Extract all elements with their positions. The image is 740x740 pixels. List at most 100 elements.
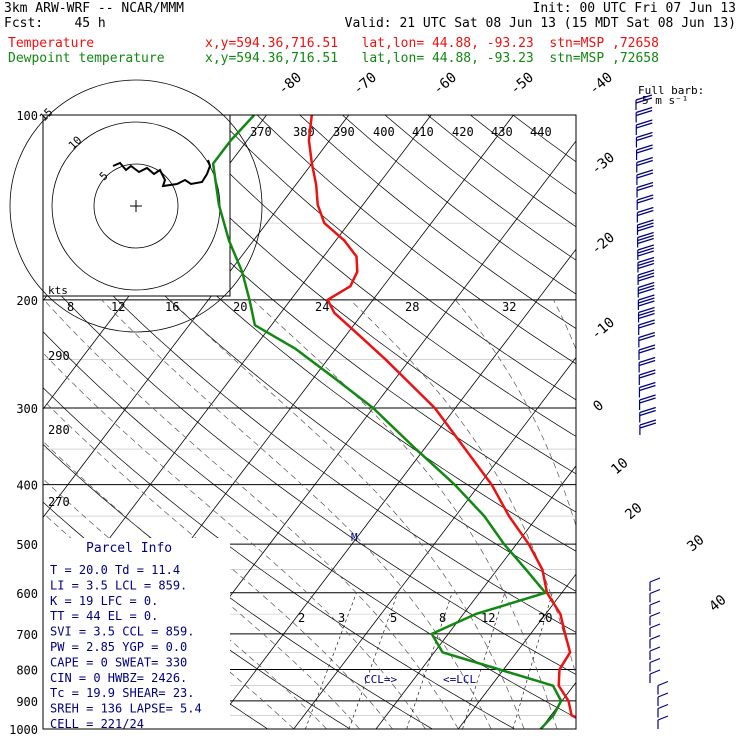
- pressure-label-400: 400: [16, 479, 38, 493]
- isotherm-10: [457, 573, 576, 729]
- wind-barb-flag: [635, 97, 653, 104]
- wind-barb-flag: [637, 222, 654, 229]
- isotherm-label--30: -30: [588, 150, 618, 179]
- parcel-row: SREH = 136 LAPSE= 5.4: [50, 702, 202, 716]
- wind-barb-flag: [636, 119, 653, 126]
- wind-barb-flag: [638, 312, 655, 320]
- dry-adiabat-420: [384, 115, 576, 261]
- wind-barb-flag: [638, 319, 655, 326]
- dry-adiabat-360: [128, 115, 576, 475]
- wind-barb-flag: [637, 206, 654, 214]
- wind-barb-flag: [637, 262, 655, 270]
- wind-barb-flag: [637, 219, 654, 226]
- parcel-row: K = 19 LFC = 0.: [50, 594, 158, 608]
- mixing-ratio-line-20: [579, 593, 614, 729]
- pressure-label-1000: 1000: [9, 723, 38, 737]
- isotherm-label--40: -40: [586, 70, 616, 99]
- wind-barb-flag: [637, 225, 654, 232]
- wind-barb-flag: [636, 156, 653, 164]
- wind-barb-lower-flag: [657, 680, 669, 687]
- dry-adiabat-310: [43, 275, 576, 675]
- wind-barb-flag: [636, 134, 653, 142]
- temperature-profile-line: [307, 115, 576, 719]
- isotherm-40: [705, 115, 740, 729]
- wind-barb-flag: [636, 159, 653, 167]
- theta-label-420: 420: [452, 125, 474, 139]
- pressure-label-700: 700: [16, 628, 38, 642]
- isotherm-30: [623, 115, 740, 729]
- wind-barb-flag: [639, 406, 656, 414]
- wind-barb-flag: [638, 309, 655, 317]
- wind-barb-flag: [638, 287, 655, 295]
- wind-barb-flag: [635, 94, 653, 101]
- theta-label-440: 440: [530, 125, 552, 139]
- mixing-ratio-lower-label-5: 5: [390, 611, 397, 625]
- mixing-ratio-label-32: 32: [502, 300, 516, 314]
- wind-barb-flag: [638, 297, 655, 304]
- parcel-row: TT = 44 EL = 0.: [50, 609, 158, 623]
- dry-adiabat-380: [214, 115, 576, 401]
- wind-barb-lower-flag: [649, 669, 661, 675]
- wind-barb-flag: [637, 244, 654, 251]
- dewpoint-profile-line: [211, 115, 563, 729]
- mixing-ratio-label-12: 12: [111, 300, 125, 314]
- isotherm-label--10: -10: [588, 315, 618, 344]
- mixing-ratio-lower-label-8: 8: [439, 611, 446, 625]
- moist-adiabat-18: [170, 299, 525, 729]
- moist-adiabat-6: [43, 352, 426, 729]
- wind-barb-flag: [637, 250, 654, 257]
- sounding-profiles: [211, 115, 576, 729]
- wind-barb-flag: [637, 269, 655, 276]
- isotherm-label--70: -70: [350, 70, 380, 99]
- isotherm-label-40: 40: [706, 592, 729, 615]
- dry-adiabat-300: [43, 331, 576, 719]
- pressure-label-300: 300: [16, 402, 38, 416]
- wind-barb-flag: [636, 181, 654, 189]
- isotherm--10: [293, 356, 576, 729]
- hodograph-ring-3: [9, 79, 263, 333]
- isotherm-label--60: -60: [430, 70, 460, 99]
- theta-label-410: 410: [412, 125, 434, 139]
- wind-barb-lower-flag: [649, 577, 661, 583]
- wind-barb-flag: [637, 231, 654, 239]
- wind-barb-lower-flag: [649, 600, 661, 606]
- wind-barb-lower-flag: [649, 634, 661, 641]
- wind-barbs: Full barb:5 m s⁻¹: [635, 84, 704, 729]
- wind-barb-flag: [638, 331, 656, 339]
- wind-barb-flag: [636, 131, 653, 139]
- wind-barb-lower-flag: [649, 623, 661, 629]
- parcel-row: Tc = 19.9 SHEAR= 23.: [50, 686, 195, 700]
- theta-label-400: 400: [373, 125, 395, 139]
- temperature-legend-info: x,y=594.36,716.51 lat,lon= 44.88, -93.23…: [205, 36, 659, 51]
- isotherm-label-30: 30: [684, 532, 707, 555]
- mixing-ratio-label-20: 20: [233, 300, 247, 314]
- moist-adiabat-2: [43, 399, 393, 729]
- pressure-label-200: 200: [16, 294, 38, 308]
- wind-barb-lower-flag: [657, 692, 669, 698]
- theta-e-label-270: 270: [48, 495, 70, 509]
- mixing-ratio-lower-label-12: 12: [481, 611, 495, 625]
- dry-adiabat-340: [43, 115, 576, 552]
- mid-level-marker: M: [351, 531, 358, 544]
- theta-e-label-280: 280: [48, 423, 70, 437]
- parcel-panel-bg: [43, 538, 230, 729]
- lcl-marker: <=LCL: [443, 673, 476, 686]
- wind-barb-flag: [637, 256, 655, 264]
- wind-barb-flag: [639, 419, 657, 426]
- wind-barb-flag: [637, 234, 654, 242]
- ccl-marker: CCL=>: [364, 673, 397, 686]
- theta-label-430: 430: [491, 125, 513, 139]
- pressure-label-600: 600: [16, 587, 38, 601]
- wind-barb-flag: [639, 394, 656, 401]
- hodograph-units-label: kts: [48, 284, 68, 297]
- wind-barb-flag: [637, 247, 654, 254]
- wind-barb-flag: [637, 209, 654, 217]
- wind-barb-flag: [637, 272, 655, 279]
- isotherm-label--80: -80: [275, 70, 305, 99]
- parcel-row: T = 20.0 Td = 11.4: [50, 563, 180, 577]
- isotherm-label--50: -50: [507, 70, 537, 99]
- dewpoint-legend-info: x,y=594.36,716.51 lat,lon= 44.88, -93.23…: [205, 51, 659, 66]
- theta-label-390: 390: [333, 125, 355, 139]
- wind-barb-flag: [638, 294, 655, 301]
- mixing-ratio-lower-label-3: 3: [338, 611, 345, 625]
